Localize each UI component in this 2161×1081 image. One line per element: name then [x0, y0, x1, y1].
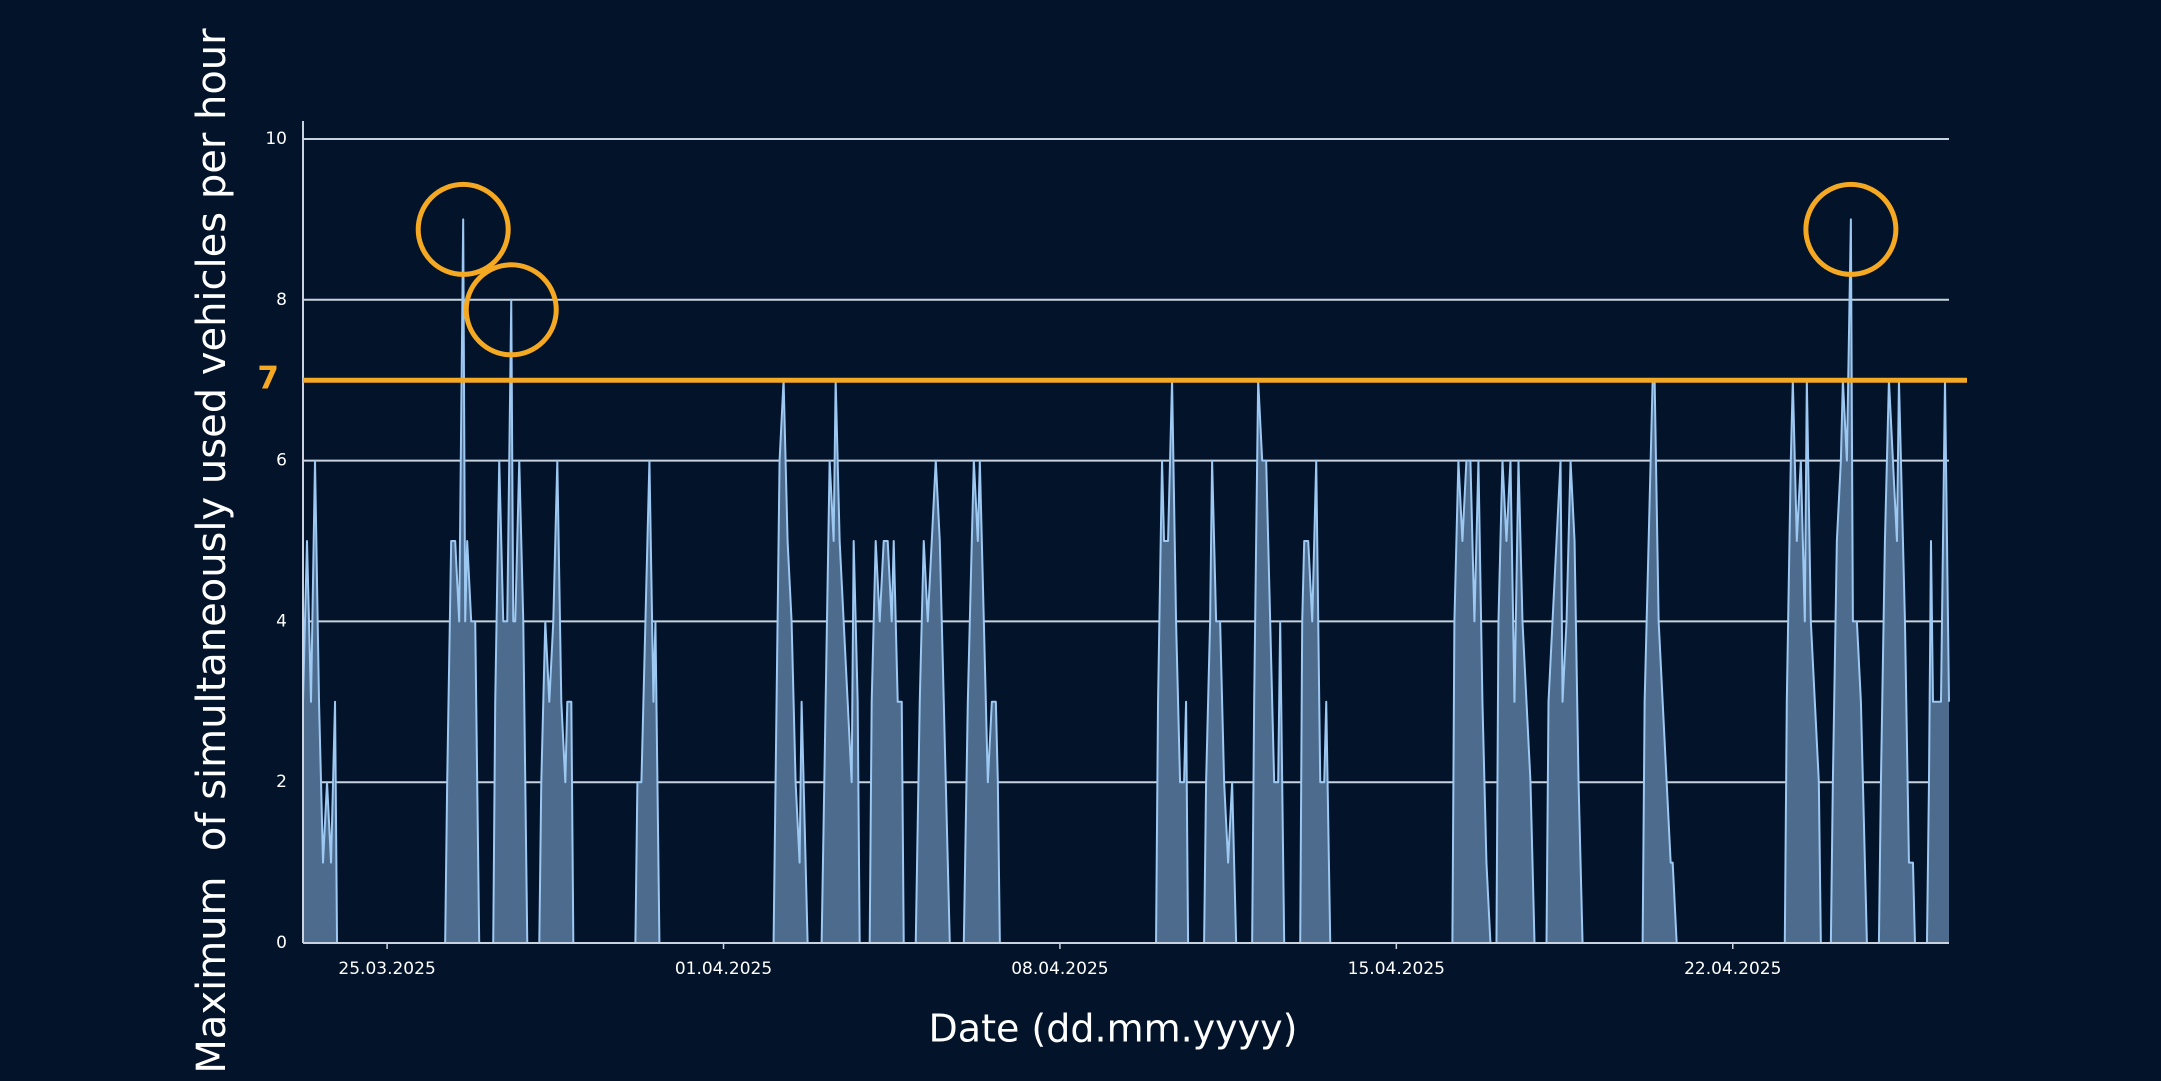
y-tick-label: 6	[276, 451, 287, 471]
threshold-label: 7	[257, 361, 279, 397]
y-tick-label: 8	[276, 290, 287, 310]
x-tick-label: 25.03.2025	[338, 959, 435, 979]
peak-highlight	[1803, 181, 1899, 277]
x-tick-label: 22.04.2025	[1684, 959, 1781, 979]
peak-highlight	[463, 262, 559, 358]
y-tick-label: 4	[276, 611, 287, 631]
x-tick-label: 01.04.2025	[675, 959, 772, 979]
x-tick-label: 15.04.2025	[1348, 959, 1445, 979]
y-axis-label: Maximum of simultaneously used vehicles …	[189, 28, 235, 1074]
area-fill	[303, 219, 1949, 943]
y-tick-label: 2	[276, 772, 287, 792]
x-axis-label: Date (dd.mm.yyyy)	[929, 1007, 1298, 1051]
y-tick-label: 10	[265, 129, 287, 149]
x-tick-label: 08.04.2025	[1011, 959, 1108, 979]
peak-highlight	[415, 181, 511, 277]
y-tick-label: 0	[276, 933, 287, 953]
